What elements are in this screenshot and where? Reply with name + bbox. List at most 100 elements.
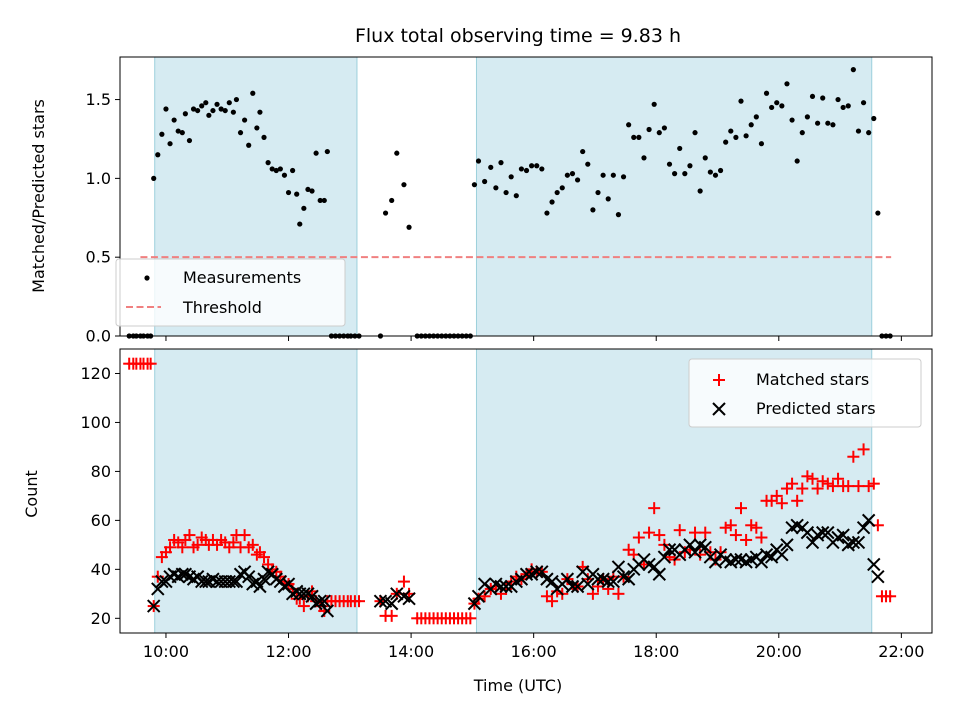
matched-star-point: [745, 519, 758, 532]
measurement-point: [646, 126, 652, 133]
bottom-y-tick-label: 100: [80, 413, 111, 432]
measurement-point: [692, 130, 698, 136]
measurement-point: [389, 197, 395, 204]
predicted-star-point: [155, 574, 169, 589]
predicted-star-point: [764, 550, 779, 564]
measurement-point: [656, 130, 662, 136]
predicted-star-point: [175, 567, 190, 581]
predicted-star-point: [662, 543, 677, 557]
measurement-point: [651, 101, 657, 107]
measurement-point: [230, 109, 236, 115]
measurement-point: [261, 134, 267, 140]
matched-star-point: [176, 541, 189, 554]
measurement-point: [309, 188, 315, 194]
matched-star-point: [811, 482, 824, 495]
measurement-point: [830, 122, 836, 128]
measurement-point: [401, 182, 407, 188]
measurement-point: [508, 174, 514, 180]
measurement-point: [615, 212, 622, 218]
measurement-point: [779, 103, 785, 109]
measurement-point: [763, 90, 770, 96]
predicted-star-point: [800, 525, 815, 540]
predicted-star-point: [775, 547, 789, 562]
matched-star-point: [796, 482, 809, 495]
top-y-tick-label: 0.0: [86, 327, 111, 346]
matched-star-point: [867, 477, 880, 490]
measurement-point: [544, 210, 550, 216]
bottom-axes-frame: [119, 348, 933, 634]
measurement-point: [728, 128, 734, 134]
measurement-point: [682, 171, 688, 177]
measurement-point: [758, 141, 765, 147]
measurement-point: [475, 158, 482, 164]
top-panel: 0.0 0.5 1.0 1.5 Flux total observing time =…: [29, 25, 933, 346]
bottom-panel: 20 40 60 80 100 120 10:00 12:00 14:00 16:00 18:00…: [22, 348, 933, 695]
predicted-star-point: [317, 594, 331, 608]
predicted-star-point: [652, 567, 666, 581]
measurement-point: [789, 117, 795, 123]
measurement-point: [605, 196, 611, 202]
measurement-point: [784, 81, 790, 87]
predicted-star-point: [851, 535, 866, 550]
top-y-tick-label: 1.5: [86, 90, 111, 109]
bottom-y-axis-label: Count: [22, 470, 41, 518]
measurement-point: [151, 175, 157, 181]
predicted-star-point: [206, 572, 220, 586]
matched-star-point: [183, 529, 196, 542]
measurement-point: [661, 125, 667, 131]
predicted-star-point: [780, 538, 794, 552]
bottom-y-tick-label: 40: [91, 560, 111, 579]
predicted-star-point: [606, 574, 621, 589]
measurement-point: [471, 182, 478, 188]
measurement-point: [687, 163, 693, 169]
measurement-point: [738, 98, 744, 104]
predicted-star-point: [253, 579, 267, 594]
top-axes-frame: [119, 56, 933, 337]
matched-star-point: [653, 529, 666, 542]
measurement-point: [733, 134, 739, 140]
measurement-point: [620, 174, 627, 180]
measurement-point: [182, 111, 188, 117]
matched-star-point: [755, 531, 768, 544]
measurement-point: [203, 100, 209, 106]
matched-star-point: [740, 533, 753, 546]
measurement-point: [712, 172, 719, 178]
matched-star-point: [842, 480, 855, 493]
predicted-star-point: [708, 555, 723, 569]
matched-star-point: [643, 526, 656, 539]
measurement-point: [534, 163, 540, 169]
predicted-star-point: [570, 579, 585, 594]
measurement-point: [242, 117, 248, 123]
matched-star-point: [144, 357, 157, 370]
bottom-y-tick-label: 20: [91, 609, 111, 628]
matched-star-point: [735, 502, 748, 515]
measurement-point: [840, 104, 846, 111]
measurement-point: [222, 107, 228, 114]
measurement-point: [835, 96, 841, 103]
measurement-point: [155, 152, 161, 158]
bottom-y-tick-label: 80: [91, 462, 111, 481]
matched-star-point: [632, 531, 645, 544]
matched-star-point: [791, 494, 804, 507]
bottom-x-tick-label: 20:00: [756, 642, 802, 661]
measurement-point: [285, 189, 292, 196]
matched-star-point: [699, 526, 712, 539]
matched-star-point: [689, 526, 702, 539]
measurement-point: [569, 171, 576, 177]
matched-star-point: [806, 472, 819, 485]
measurement-point: [518, 166, 525, 172]
predicted-star-point: [471, 589, 486, 603]
measurement-point: [382, 210, 389, 216]
matched-star-point: [546, 595, 559, 608]
measurement-point: [523, 167, 530, 174]
measurement-point: [313, 150, 319, 156]
measurement-point: [743, 133, 749, 139]
matched-star-point: [884, 590, 897, 603]
matched-star-point: [353, 595, 366, 608]
predicted-star-point: [499, 579, 513, 594]
bottom-x-axis: 10:00 12:00 14:00 16:00 18:00 20:00 22:00: [143, 633, 924, 661]
measurement-point: [564, 172, 570, 178]
matched-star-point: [673, 524, 686, 537]
predicted-star-point: [320, 604, 335, 618]
